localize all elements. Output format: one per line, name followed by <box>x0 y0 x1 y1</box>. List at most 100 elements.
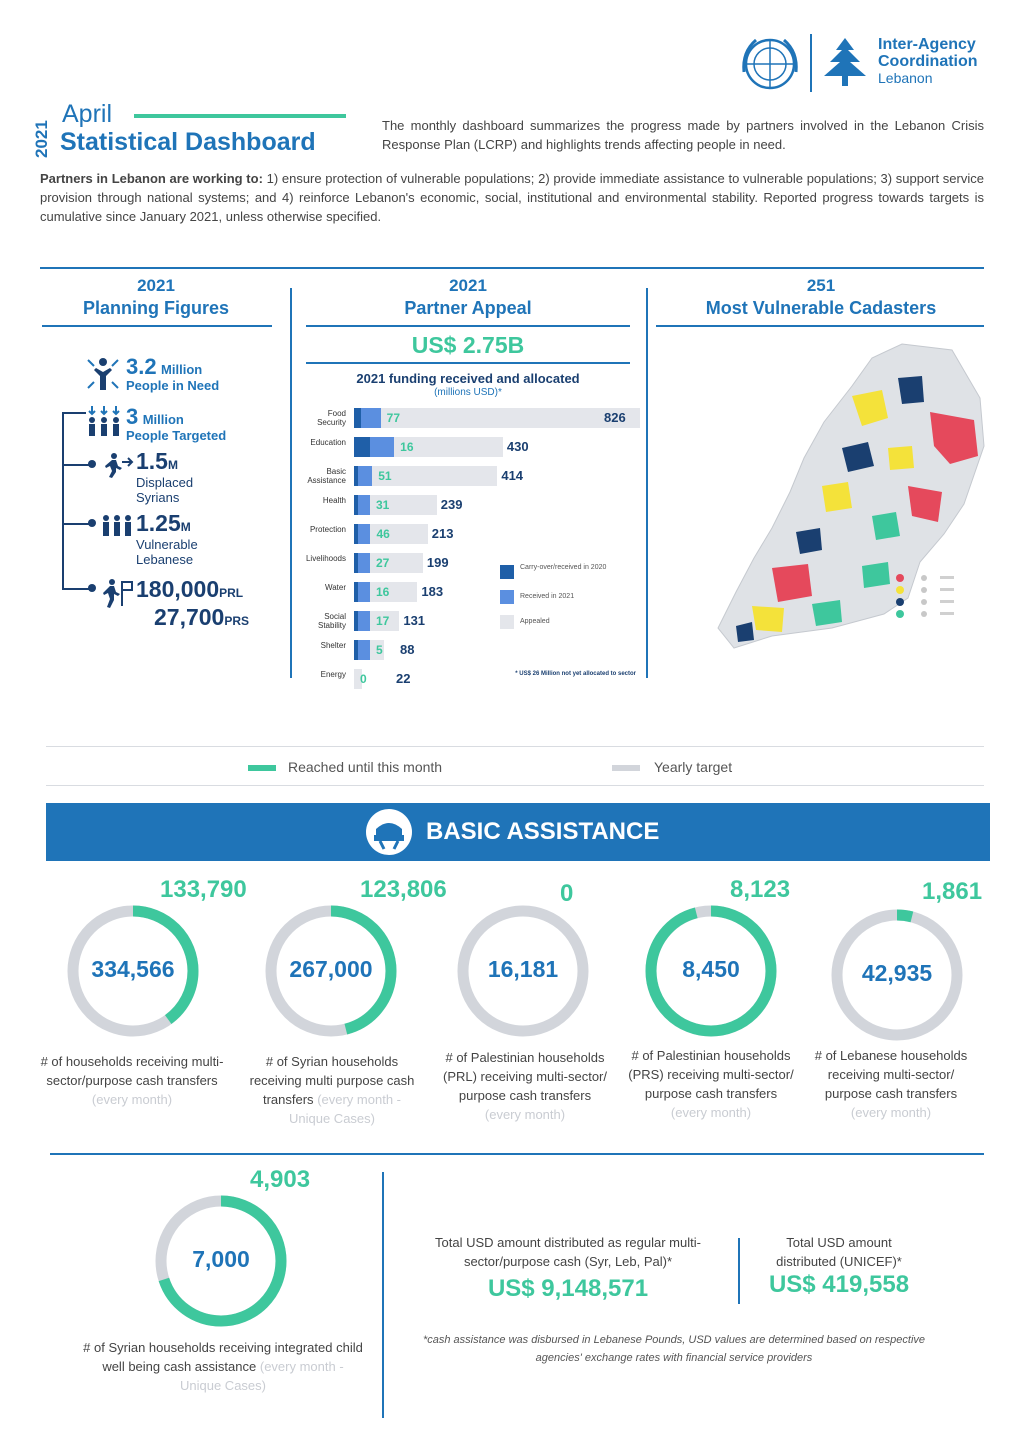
bar-received-value: 27 <box>376 556 390 570</box>
bar-carryover <box>354 611 358 631</box>
basic-assistance-banner: BASIC ASSISTANCE <box>46 803 990 861</box>
bar-appealed-value: 88 <box>400 642 415 657</box>
funding-chart-title: 2021 funding received and allocated <box>356 371 580 386</box>
funding-chart: Food Security 77 826 Education 16 430 Basic As… <box>296 404 646 689</box>
donut-3 <box>457 905 589 1037</box>
appeal-amount: US$ 2.75B <box>411 332 525 358</box>
lebanon-map <box>712 336 992 658</box>
donut-reached-arc <box>155 1195 287 1327</box>
bar-received <box>358 495 370 515</box>
legend-bottom-rule <box>46 785 984 786</box>
bar-received-value: 77 <box>386 411 401 425</box>
bar-category-label: Health <box>322 496 346 505</box>
dot-2 <box>88 519 96 527</box>
cash-footnote: *cash assistance was disbursed in Lebane… <box>422 1334 925 1364</box>
bar-received-value: 51 <box>378 469 392 483</box>
indicator-1-caption: # of households receiving multi-sector/p… <box>40 1054 224 1107</box>
indicator-5-caption: # of Lebanese households receiving multi… <box>814 1048 968 1120</box>
people-in-need-icon <box>86 356 120 392</box>
bar-carryover <box>354 408 361 428</box>
planning-header: 2021 Planning Figures <box>82 276 229 318</box>
bar-carryover <box>354 640 358 660</box>
indicator-4-caption: # of Palestinian households (PRS) receiv… <box>628 1048 794 1120</box>
indicator-5-reached: 1,861 <box>922 878 983 905</box>
donut-reached-arc <box>831 909 963 1041</box>
donut-1 <box>67 905 199 1037</box>
column-divider-1 <box>290 288 292 678</box>
bar-appealed-value: 826 <box>604 410 626 425</box>
org-line-3: Lebanon <box>878 70 933 86</box>
bar-received <box>360 408 381 428</box>
month-underline <box>134 114 346 118</box>
indicator-2-reached: 123,806 <box>360 876 447 903</box>
bar-appealed <box>354 466 498 486</box>
bar-category-label: Water <box>324 583 346 592</box>
tree-branch-2 <box>62 464 92 466</box>
vulnerable-lebanese: 1.25M Vulnerable Lebanese <box>136 510 198 567</box>
legend-received-label: Received in 2021 <box>520 593 575 600</box>
page-title: Statistical Dashboard <box>60 128 316 156</box>
regular-cash-label: Total USD amount distributed as regular … <box>435 1235 701 1269</box>
bar-category-label: Protection <box>309 525 346 534</box>
bar-carryover <box>354 437 370 457</box>
bar-category-label: Food Security <box>317 409 346 427</box>
indicator-4-reached: 8,123 <box>730 876 791 903</box>
bar-carryover <box>354 495 358 515</box>
legend-top-rule <box>46 746 984 747</box>
bar-appealed <box>354 495 437 515</box>
legend-target-label: Yearly target <box>654 759 733 775</box>
legend-carryover-label: Carry-over/received in 2020 <box>520 564 607 571</box>
bar-appealed-value: 22 <box>396 671 411 686</box>
regular-cash-value: US$ 9,148,571 <box>487 1275 649 1302</box>
bar-received-value: 31 <box>376 498 390 512</box>
legend-target-swatch <box>612 765 640 771</box>
donut-reached-arc <box>265 905 397 1037</box>
bar-appealed-value: 131 <box>403 613 426 628</box>
legend-received-swatch <box>500 590 514 604</box>
indicator-3-target: 16,181 <box>487 956 559 982</box>
bar-appealed-value: 414 <box>501 468 524 483</box>
appeal-underline <box>306 325 630 327</box>
donut-reached-arc <box>67 905 199 1037</box>
donut-target-ring <box>457 905 589 1037</box>
appeal-header: 2021 Partner Appeal <box>404 276 532 318</box>
indicator-6-caption: # of Syrian households receiving integra… <box>83 1340 363 1393</box>
bar-carryover <box>354 524 358 544</box>
bar-appealed-value: 183 <box>421 584 444 599</box>
bar-appealed-value: 430 <box>506 439 529 454</box>
bar-received-value: 16 <box>400 440 414 454</box>
bar-received <box>358 582 370 602</box>
totals-divider <box>738 1238 740 1304</box>
bar-appealed <box>354 553 423 573</box>
bar-category-label: Livelihoods <box>305 554 346 563</box>
bar-category-label: Social Stability <box>317 612 346 630</box>
unicef-cash-value: US$ 419,558 <box>768 1271 910 1298</box>
cadasters-header: 251 Most Vulnerable Cadasters <box>705 276 937 318</box>
org-line-1: Inter-Agency <box>878 36 976 53</box>
bar-received <box>358 553 370 573</box>
legend-carryover-swatch <box>500 565 514 579</box>
bar-received <box>358 524 371 544</box>
donut-reached-arc <box>645 905 777 1037</box>
indicator-5-target: 42,935 <box>861 960 933 986</box>
indicator-6-target: 7,000 <box>192 1246 250 1272</box>
funding-footnote: * US$ 26 Million not yet allocated to se… <box>515 671 636 677</box>
bar-appealed-value: 199 <box>426 555 449 570</box>
tree-branch-3 <box>62 523 92 525</box>
bar-received-value: 46 <box>376 527 390 541</box>
bar-appealed <box>354 524 428 544</box>
indicator-3-caption: # of Palestinian households (PRL) receiv… <box>443 1050 607 1122</box>
bar-received <box>358 466 373 486</box>
displaced-syrians-icon <box>104 452 134 478</box>
legend-appealed-label: Appealed <box>520 618 550 625</box>
basic-assistance-icon <box>364 807 414 857</box>
indicator-4-target: 8,450 <box>682 956 740 982</box>
year-vertical: 2021 <box>32 120 51 158</box>
donut-2 <box>265 905 397 1037</box>
dot-1 <box>88 460 96 468</box>
people-targeted: 3 Million People Targeted <box>126 404 227 443</box>
bar-category-label: Shelter <box>320 641 346 650</box>
people-targeted-icon <box>86 404 122 438</box>
month-label: April <box>62 100 113 128</box>
bar-appealed <box>354 669 362 689</box>
